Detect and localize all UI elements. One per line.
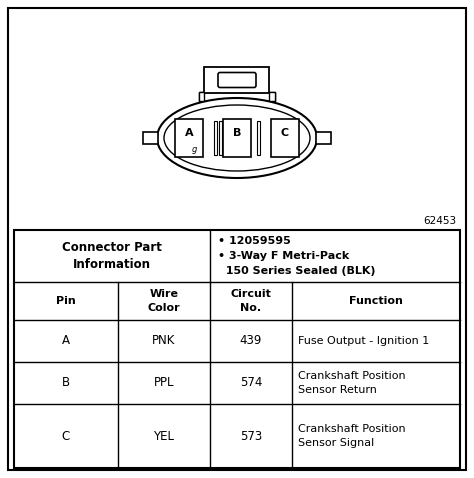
Bar: [14, 230, 460, 468]
Bar: [204, 67, 270, 93]
Text: B: B: [233, 128, 241, 138]
Text: • 12059595
• 3-Way F Metri-Pack
  150 Series Sealed (BLK): • 12059595 • 3-Way F Metri-Pack 150 Seri…: [218, 236, 375, 276]
Text: C: C: [62, 430, 70, 443]
Bar: [271, 119, 299, 157]
Text: Circuit
No.: Circuit No.: [230, 289, 272, 313]
Text: C: C: [281, 128, 289, 138]
Bar: [199, 92, 204, 101]
Text: Function: Function: [349, 296, 403, 306]
Text: g: g: [191, 144, 197, 153]
Bar: [199, 92, 275, 101]
Bar: [143, 132, 158, 144]
Bar: [219, 121, 222, 155]
Text: Wire
Color: Wire Color: [148, 289, 180, 313]
Text: YEL: YEL: [154, 430, 174, 443]
Text: PPL: PPL: [154, 377, 174, 390]
Text: Connector Part
Information: Connector Part Information: [62, 240, 162, 272]
Text: B: B: [62, 377, 70, 390]
Bar: [175, 119, 203, 157]
Bar: [223, 119, 251, 157]
Text: 62453: 62453: [423, 216, 456, 226]
Text: A: A: [62, 335, 70, 348]
FancyBboxPatch shape: [218, 73, 256, 87]
Bar: [214, 121, 217, 155]
Text: Fuse Output - Ignition 1: Fuse Output - Ignition 1: [298, 336, 429, 346]
Ellipse shape: [157, 98, 317, 178]
Ellipse shape: [164, 105, 310, 171]
Text: 574: 574: [240, 377, 262, 390]
Bar: [316, 132, 331, 144]
Text: A: A: [185, 128, 193, 138]
Text: Crankshaft Position
Sensor Signal: Crankshaft Position Sensor Signal: [298, 424, 406, 447]
Text: 439: 439: [240, 335, 262, 348]
Text: PNK: PNK: [152, 335, 176, 348]
Text: 573: 573: [240, 430, 262, 443]
Text: Pin: Pin: [56, 296, 76, 306]
Bar: [257, 121, 260, 155]
Bar: [270, 92, 275, 101]
Text: Crankshaft Position
Sensor Return: Crankshaft Position Sensor Return: [298, 371, 406, 395]
